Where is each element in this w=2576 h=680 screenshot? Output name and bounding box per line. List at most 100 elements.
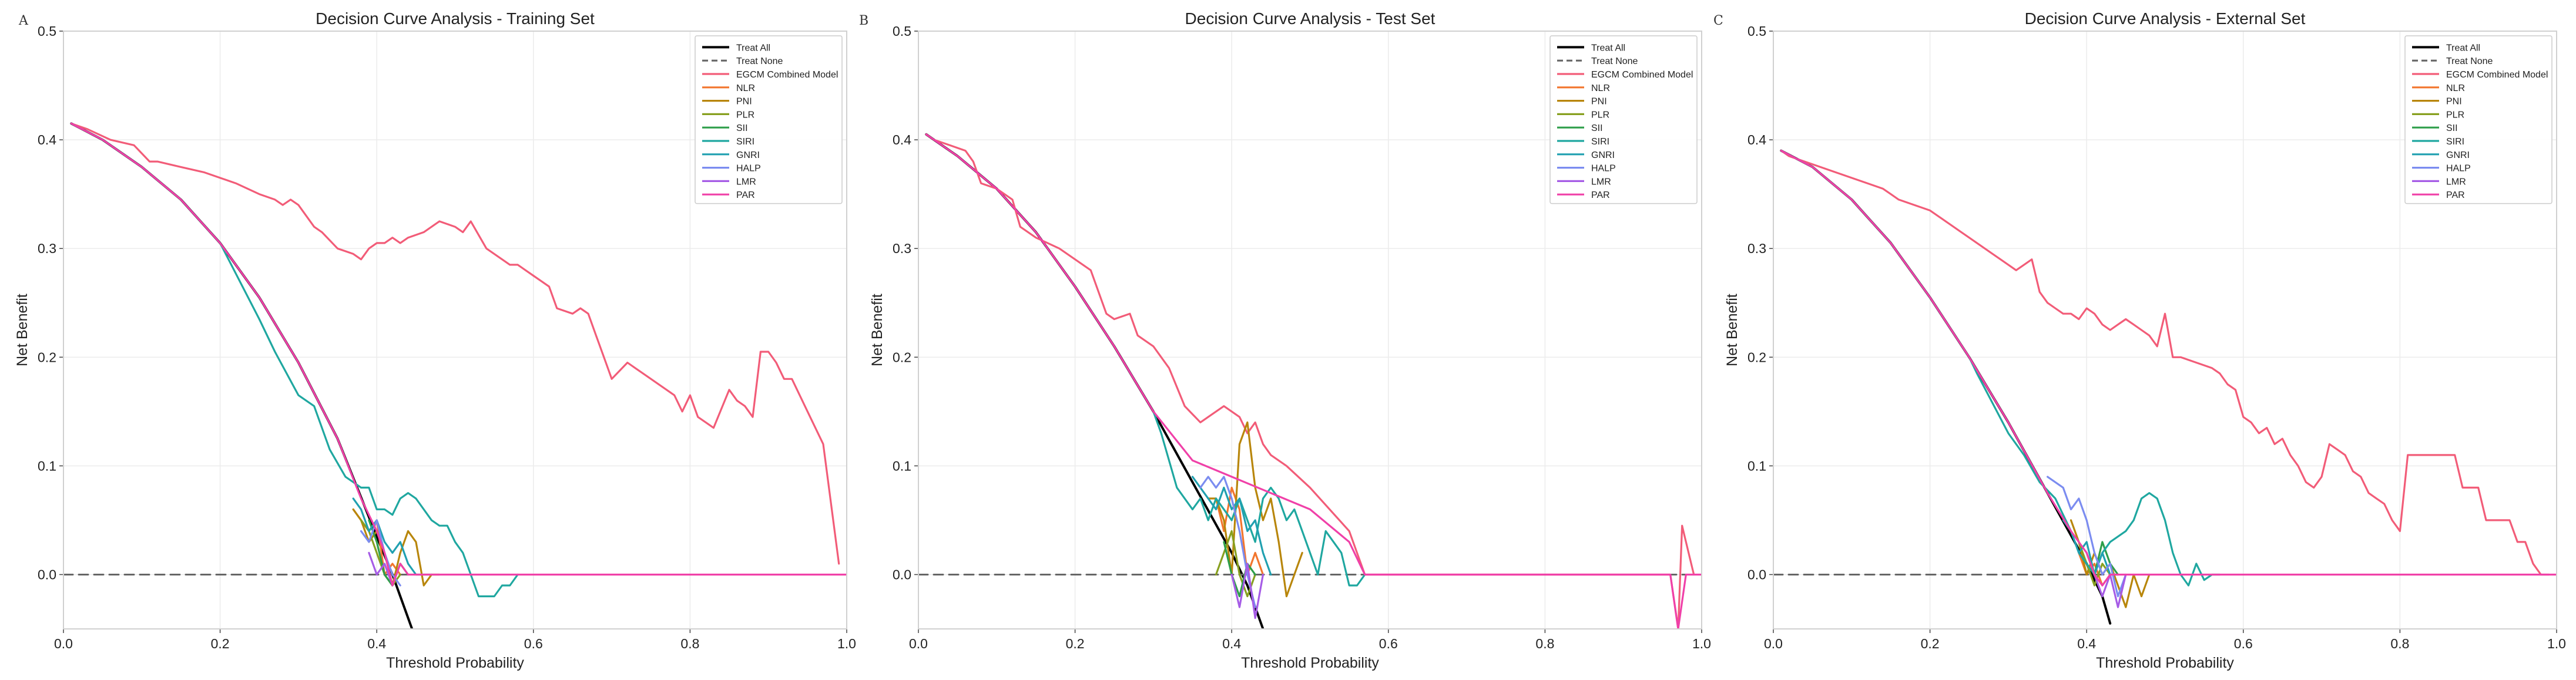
legend-label: GNRI [2446,150,2470,160]
legend-label: NLR [2446,83,2465,93]
legend-label: Treat All [2446,43,2480,53]
legend-label: EGCM Combined Model [1591,70,1693,80]
chart-panel-c: C Decision Curve Analysis - External Set 0… [1713,9,2566,671]
y-tick-label: 0.0 [38,567,56,582]
series-line-pni [352,508,441,587]
chart-title: Decision Curve Analysis - External Set [2025,9,2306,28]
chart-title: Decision Curve Analysis - Training Set [316,9,595,28]
y-tick-label: 0.0 [1747,567,1766,582]
legend-label: GNRI [1591,150,1615,160]
x-tick-label: 0.6 [2234,636,2253,651]
legend-label: PAR [2446,190,2465,200]
x-axis-label: Threshold Probability [2096,655,2234,671]
y-tick-label: 0.4 [38,132,56,147]
x-tick-label: 0.0 [54,636,73,651]
chart-panel-a: A Decision Curve Analysis - Training Set 0… [14,9,856,671]
x-tick-label: 0.8 [1535,636,1554,651]
y-tick-label: 0.0 [893,567,911,582]
x-axis-label: Threshold Probability [1241,655,1379,671]
series-line-halp [2047,476,2127,598]
legend-label: PAR [736,190,755,200]
y-tick-label: 0.1 [38,458,56,473]
series-group [918,133,1702,629]
series-line-gnri [1191,476,1272,576]
legend-label: LMR [736,177,756,187]
legend-label: PNI [736,97,752,107]
panel-letter: A [18,14,29,28]
series-line-pni [1207,421,1303,598]
legend-label: Treat None [736,56,783,66]
legend-label: SIRI [736,137,754,147]
series-line-lmr [368,551,394,587]
x-tick-label: 0.0 [1764,636,1783,651]
chart-panel-b: B Decision Curve Analysis - Test Set 0.0 0.… [859,9,1711,671]
legend-label: SII [736,123,748,133]
y-tick-label: 0.2 [38,349,56,365]
legend-label: Treat All [736,43,770,53]
y-tick-label: 0.5 [893,23,911,39]
x-tick-label: 0.2 [1921,636,1940,651]
legend-label: SII [1591,123,1603,133]
series-group [63,122,847,629]
series-line-plr [1215,530,1256,598]
y-axis-label: Net Benefit [869,294,886,366]
x-tick-label: 0.6 [1379,636,1398,651]
plot-frame [63,31,847,629]
legend-label: Treat None [1591,56,1638,66]
chart-title: Decision Curve Analysis - Test Set [1185,9,1435,28]
series-line-sii [1223,541,1256,598]
legend: Treat All Treat None EGCM Combined Model NL… [1549,35,1698,204]
legend-label: PAR [1591,190,1610,200]
legend-label: NLR [736,83,755,93]
x-tick-label: 1.0 [2547,636,2566,651]
legend-box [1549,35,1698,204]
legend-label: SIRI [1591,137,1609,147]
y-tick-label: 0.3 [1747,241,1766,256]
series-line-egcm-combined-model [1780,150,2550,576]
legend-label: PLR [2446,110,2464,120]
legend-label: GNRI [736,150,760,160]
x-tick-label: 0.4 [2077,636,2096,651]
series-group [1773,149,2557,625]
legend-label: HALP [2446,164,2471,174]
legend-label: LMR [1591,177,1611,187]
x-tick-label: 0.6 [524,636,543,651]
series-line-plr [2078,541,2111,587]
panel-letter: C [1713,14,1723,28]
series-line-nlr [1215,486,1264,576]
x-axis-label: Threshold Probability [386,655,524,671]
series-line-par [1780,150,2557,587]
y-tick-label: 0.3 [38,241,56,256]
y-tick-label: 0.1 [1747,458,1766,473]
series-line-par [925,133,1702,629]
y-axis-label: Net Benefit [14,294,31,366]
y-tick-label: 0.1 [893,458,911,473]
legend-label: HALP [736,164,761,174]
x-tick-label: 0.2 [211,636,230,651]
series-line-treat-all [70,122,414,629]
legend: Treat All Treat None EGCM Combined Model NL… [695,35,843,204]
y-tick-label: 0.4 [1747,132,1766,147]
legend-label: PLR [1591,110,1609,120]
y-tick-label: 0.2 [893,349,911,365]
series-line-treat-all [925,133,1264,629]
x-tick-label: 0.4 [1222,636,1241,651]
series-line-par [70,122,847,587]
x-tick-label: 1.0 [1692,636,1711,651]
plot-frame [1773,31,2557,629]
x-tick-label: 0.0 [909,636,928,651]
legend-label: Treat None [2446,56,2493,66]
panel-letter: B [859,14,868,28]
series-line-siri [1152,410,1366,587]
legend-label: EGCM Combined Model [736,70,838,80]
x-tick-label: 0.2 [1066,636,1085,651]
legend: Treat All Treat None EGCM Combined Model NL… [2404,35,2552,204]
series-line-siri [1780,150,2221,587]
legend-label: SIRI [2446,137,2464,147]
legend-label: NLR [1591,83,1610,93]
x-tick-label: 1.0 [837,636,856,651]
y-tick-label: 0.5 [38,23,56,39]
series-line-egcm-combined-model [70,122,840,565]
y-tick-label: 0.2 [1747,349,1766,365]
